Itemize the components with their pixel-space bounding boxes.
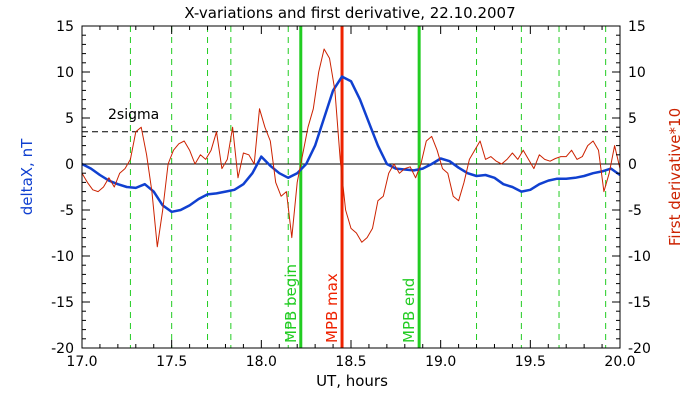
- x-tick-label: 17.5: [156, 354, 187, 370]
- x-tick-label: 17.0: [66, 354, 97, 370]
- mpb-line-label: MPB begin: [282, 264, 300, 343]
- y-tick-label-right: 15: [628, 19, 646, 35]
- series-layer: [81, 48, 621, 248]
- y-tick-label-left: -15: [51, 295, 74, 311]
- mpb-line-label: MPB end: [400, 278, 418, 343]
- y-tick-label-right: 0: [628, 157, 637, 173]
- y-tick-label-left: -20: [51, 341, 74, 357]
- y-tick-label-right: 5: [628, 111, 637, 127]
- mpb-line-label: MPB max: [323, 273, 341, 343]
- y-tick-label-left: -5: [60, 203, 74, 219]
- y-tick-label-right: 10: [628, 65, 646, 81]
- x-tick-label: 19.0: [425, 354, 456, 370]
- y-tick-label-left: 10: [56, 65, 74, 81]
- x-tick-label: 19.5: [515, 354, 546, 370]
- derivative-series-line: [81, 48, 621, 248]
- x-tick-label: 18.0: [246, 354, 277, 370]
- x-axis-label: UT, hours: [316, 372, 388, 390]
- guide-lines-layer: MPB begin MPB max MPB end: [82, 26, 620, 348]
- y-tick-label-right: -10: [628, 249, 651, 265]
- y-tick-label-left: 0: [65, 157, 74, 173]
- y-tick-label-right: -20: [628, 341, 651, 357]
- chart-title: X-variations and first derivative, 22.10…: [184, 4, 515, 22]
- deltax-series-line: [81, 75, 621, 214]
- sigma-label: 2sigma: [108, 107, 159, 123]
- plot-frame: [81, 25, 621, 349]
- y-tick-label-left: 5: [65, 111, 74, 127]
- y-tick-label-right: -15: [628, 295, 651, 311]
- y-tick-label-left: 15: [56, 19, 74, 35]
- y-tick-label-right: -5: [628, 203, 642, 219]
- x-tick-label: 20.0: [604, 354, 635, 370]
- y-axis-label-left: deltaX, nT: [18, 138, 36, 215]
- x-tick-label: 18.5: [335, 354, 366, 370]
- y-tick-label-left: -10: [51, 249, 74, 265]
- y-axis-label-right: First derivative*10: [666, 108, 684, 246]
